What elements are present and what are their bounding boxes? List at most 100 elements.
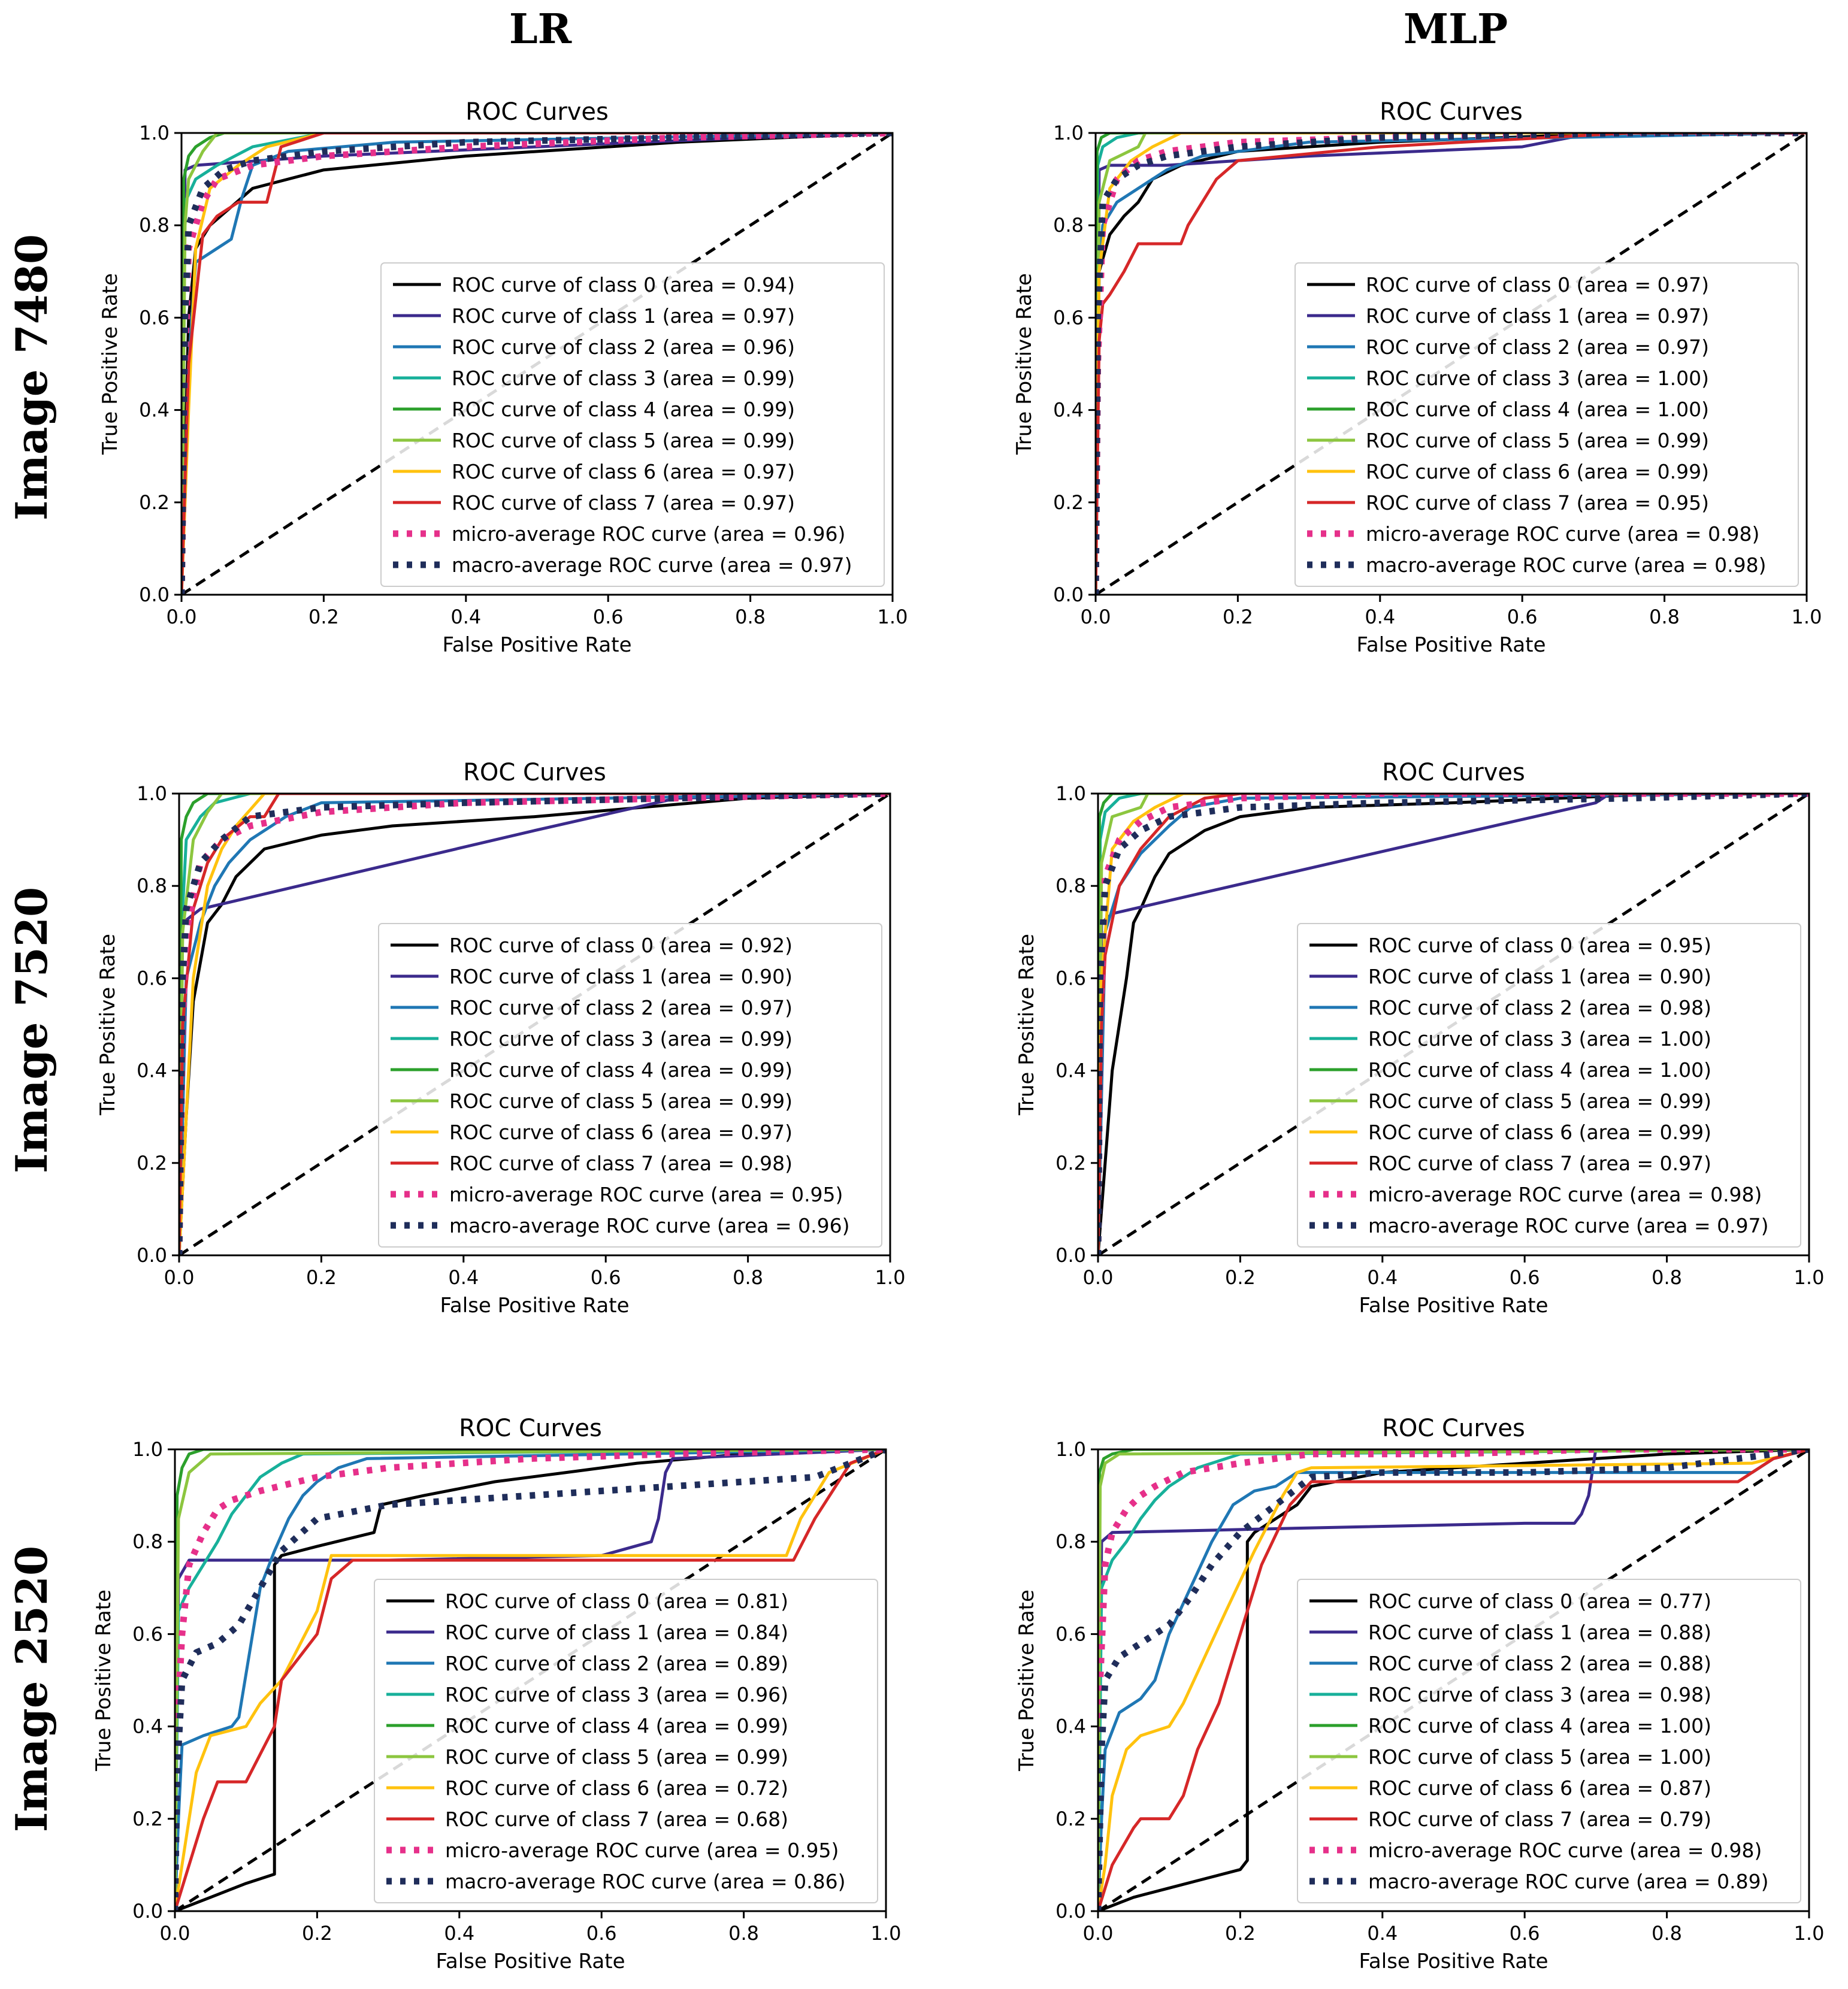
legend: ROC curve of class 0 (area = 0.97) ROC cu… — [1294, 262, 1799, 587]
legend-box — [374, 1579, 878, 1903]
legend-label-class-6: ROC curve of class 6 (area = 0.72) — [445, 1776, 788, 1800]
x-tick-label: 0.4 — [450, 606, 481, 628]
series-class-5-line — [1098, 794, 1809, 1255]
axes-frame — [174, 1448, 887, 1912]
y-tick-label: 1.0 — [1055, 1438, 1086, 1461]
x-tick-label: 0.6 — [586, 1922, 617, 1945]
y-tick-label: 0.0 — [1053, 583, 1084, 606]
y-tick-label: 0.4 — [1055, 1059, 1086, 1082]
series-class-0-line — [175, 1449, 886, 1911]
y-tick-label: 0.2 — [1053, 491, 1084, 514]
legend-label-class-5: ROC curve of class 5 (area = 0.99) — [449, 1089, 793, 1113]
legend-label-class-1: ROC curve of class 1 (area = 0.84) — [445, 1621, 788, 1644]
series-class-7-line — [1098, 794, 1809, 1255]
y-tick-label: 0.4 — [139, 399, 170, 422]
legend-label-class-6: ROC curve of class 6 (area = 0.99) — [1368, 1121, 1711, 1144]
legend-label-class-1: ROC curve of class 1 (area = 0.97) — [1366, 304, 1709, 328]
legend-box — [1297, 1579, 1801, 1903]
legend: ROC curve of class 0 (area = 0.92) ROC cu… — [378, 923, 882, 1248]
plot-area — [1098, 794, 1809, 1255]
legend-label-class-2: ROC curve of class 2 (area = 0.89) — [445, 1652, 788, 1675]
y-tick-label: 0.0 — [1055, 1244, 1086, 1267]
series-class-4-line — [182, 133, 893, 595]
legend-label-class-4: ROC curve of class 4 (area = 1.00) — [1366, 398, 1709, 421]
y-tick-label: 0.8 — [132, 1530, 163, 1553]
legend-label-class-0: ROC curve of class 0 (area = 0.94) — [452, 273, 795, 296]
legend-label-class-3: ROC curve of class 3 (area = 0.96) — [445, 1683, 788, 1706]
plot-area — [175, 1449, 886, 1911]
legend-label-class-3: ROC curve of class 3 (area = 1.00) — [1366, 367, 1709, 390]
y-tick-label: 0.6 — [139, 306, 170, 329]
x-tick-label: 0.2 — [1225, 1266, 1256, 1289]
x-tick-label: 1.0 — [878, 606, 908, 628]
legend-label-class-2: ROC curve of class 2 (area = 0.88) — [1368, 1652, 1711, 1675]
x-tick-label: 1.0 — [1794, 1922, 1825, 1945]
y-tick-label: 0.8 — [1055, 874, 1086, 897]
y-tick-label: 0.8 — [137, 874, 167, 897]
y-tick-label: 0.4 — [132, 1715, 163, 1738]
series-class-6-line — [1098, 1449, 1809, 1911]
roc-panel-4: ROC Curves 0.0 0.2 0.4 0.6 0.8 1.0 0.0 0.2 0.4 0.6… — [92, 1415, 901, 1973]
x-tick-label: 0.2 — [1225, 1922, 1256, 1945]
y-tick-label: 0.8 — [1053, 214, 1084, 237]
x-tick-label: 0.8 — [1652, 1266, 1682, 1289]
legend-label-class-0: ROC curve of class 0 (area = 0.81) — [445, 1590, 788, 1613]
x-tick-label: 0.0 — [167, 606, 197, 628]
legend-label-class-3: ROC curve of class 3 (area = 0.99) — [449, 1027, 793, 1050]
x-axis-label: False Positive Rate — [443, 633, 632, 657]
y-tick-label: 0.4 — [1055, 1715, 1086, 1738]
legend-label-macro-average: macro-average ROC curve (area = 0.89) — [1368, 1870, 1768, 1893]
x-tick-label: 0.0 — [1083, 1266, 1114, 1289]
legend-label-class-7: ROC curve of class 7 (area = 0.97) — [452, 491, 795, 514]
series-class-6-line — [179, 794, 890, 1255]
legend-label-class-4: ROC curve of class 4 (area = 0.99) — [445, 1714, 788, 1737]
x-axis-label: False Positive Rate — [1359, 1949, 1548, 1973]
legend-label-class-7: ROC curve of class 7 (area = 0.95) — [1366, 491, 1709, 514]
legend-label-class-7: ROC curve of class 7 (area = 0.79) — [1368, 1808, 1711, 1831]
x-tick-label: 0.4 — [1367, 1922, 1398, 1945]
x-tick-label: 0.6 — [1510, 1922, 1540, 1945]
legend-label-class-6: ROC curve of class 6 (area = 0.97) — [449, 1121, 793, 1144]
y-tick-label: 0.6 — [137, 967, 167, 989]
series-class-3-line — [1098, 1449, 1809, 1911]
x-tick-label: 1.0 — [875, 1266, 906, 1289]
legend-label-class-4: ROC curve of class 4 (area = 1.00) — [1368, 1058, 1711, 1082]
x-tick-label: 0.8 — [733, 1266, 763, 1289]
y-tick-label: 0.2 — [1055, 1808, 1086, 1830]
x-tick-label: 0.6 — [1507, 606, 1538, 628]
legend-label-class-4: ROC curve of class 4 (area = 1.00) — [1368, 1714, 1711, 1737]
axes-frame — [1097, 1448, 1810, 1912]
legend: ROC curve of class 0 (area = 0.94) ROC cu… — [380, 262, 885, 587]
y-axis-label: True Positive Rate — [1015, 934, 1039, 1116]
y-tick-label: 0.2 — [132, 1808, 163, 1830]
x-tick-label: 0.0 — [1081, 606, 1111, 628]
legend-label-class-7: ROC curve of class 7 (area = 0.97) — [1368, 1152, 1711, 1175]
panel-title: ROC Curves — [1382, 759, 1525, 786]
series-macro-average-line — [1096, 133, 1807, 595]
series-class-5-line — [175, 1449, 886, 1911]
legend-label-macro-average: macro-average ROC curve (area = 0.86) — [445, 1870, 845, 1893]
x-tick-label: 0.2 — [306, 1266, 337, 1289]
x-tick-label: 0.6 — [593, 606, 624, 628]
y-tick-label: 0.0 — [132, 1900, 163, 1923]
series-class-3-line — [179, 794, 890, 1255]
x-tick-label: 0.4 — [448, 1266, 479, 1289]
y-tick-label: 0.6 — [132, 1622, 163, 1645]
series-class-6-line — [1096, 133, 1807, 595]
legend-label-class-7: ROC curve of class 7 (area = 0.68) — [445, 1808, 788, 1831]
x-tick-label: 0.6 — [591, 1266, 621, 1289]
series-class-7-line — [175, 1449, 886, 1911]
legend-label-class-5: ROC curve of class 5 (area = 1.00) — [1368, 1745, 1711, 1769]
axes-frame — [1097, 792, 1810, 1257]
legend-label-class-7: ROC curve of class 7 (area = 0.98) — [449, 1152, 793, 1175]
y-tick-label: 1.0 — [139, 122, 170, 144]
x-tick-label: 1.0 — [871, 1922, 902, 1945]
plot-area — [1096, 133, 1807, 595]
roc-panel-1: ROC Curves 0.0 0.2 0.4 0.6 0.8 1.0 0.0 0.2 0.4 0.6… — [1012, 98, 1822, 657]
y-axis-label: True Positive Rate — [1015, 1590, 1039, 1772]
row-title-image-7480: Image 7480 — [6, 234, 57, 520]
legend-label-class-0: ROC curve of class 0 (area = 0.77) — [1368, 1590, 1711, 1613]
legend-label-class-5: ROC curve of class 5 (area = 0.99) — [445, 1745, 788, 1769]
y-tick-label: 0.2 — [137, 1152, 167, 1174]
y-tick-label: 0.6 — [1053, 306, 1084, 329]
